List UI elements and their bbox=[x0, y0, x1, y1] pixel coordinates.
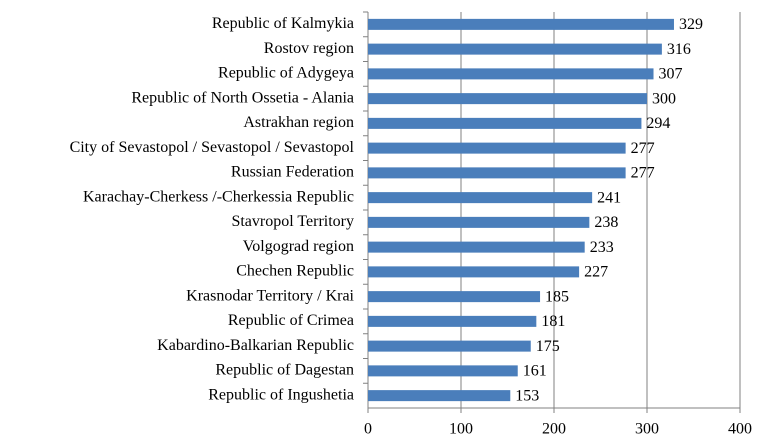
y-tick-label: Karachay-Cherkess /-Cherkessia Republic bbox=[83, 188, 354, 205]
y-tick-label: Russian Federation bbox=[231, 164, 354, 181]
bar bbox=[368, 340, 531, 352]
bar bbox=[368, 68, 654, 80]
data-label: 175 bbox=[536, 338, 560, 355]
data-label: 329 bbox=[679, 16, 703, 33]
x-tick-label: 300 bbox=[635, 421, 659, 438]
y-tick-label: Republic of Ingushetia bbox=[208, 386, 354, 403]
bar bbox=[368, 241, 585, 253]
data-label: 241 bbox=[597, 189, 621, 206]
bar bbox=[368, 192, 593, 204]
data-label: 233 bbox=[590, 239, 614, 256]
x-tick-label: 0 bbox=[364, 421, 372, 438]
data-label: 277 bbox=[631, 165, 655, 182]
bar bbox=[368, 43, 662, 55]
bar bbox=[368, 18, 674, 30]
data-label: 153 bbox=[515, 387, 539, 404]
y-tick-label: Stavropol Territory bbox=[231, 213, 354, 230]
y-tick-label: Volgograd region bbox=[243, 238, 354, 255]
bar bbox=[368, 167, 626, 179]
data-label: 181 bbox=[541, 313, 565, 330]
bar bbox=[368, 315, 537, 327]
y-tick-label: Republic of Kalmykia bbox=[212, 15, 354, 32]
bar bbox=[368, 365, 518, 377]
y-tick-label: Republic of Adygeya bbox=[218, 65, 354, 82]
bar bbox=[368, 390, 511, 402]
x-tick-label: 100 bbox=[449, 421, 473, 438]
data-label: 185 bbox=[545, 288, 569, 305]
bar bbox=[368, 117, 642, 129]
bar bbox=[368, 93, 647, 105]
y-tick-label: Republic of Dagestan bbox=[215, 362, 354, 379]
y-tick-label: Kabardino-Balkarian Republic bbox=[157, 337, 354, 354]
data-label: 307 bbox=[659, 66, 683, 83]
data-label: 238 bbox=[594, 214, 618, 231]
data-label: 316 bbox=[667, 41, 691, 58]
x-tick-label: 400 bbox=[728, 421, 752, 438]
y-tick-label: Astrakhan region bbox=[243, 114, 354, 131]
bar bbox=[368, 291, 541, 303]
y-tick-label: Rostov region bbox=[264, 40, 354, 57]
bar bbox=[368, 216, 590, 228]
data-label: 300 bbox=[652, 90, 676, 107]
y-tick-label: Republic of North Ossetia - Alania bbox=[131, 89, 354, 106]
y-tick-label: Republic of Crimea bbox=[228, 312, 354, 329]
bar bbox=[368, 266, 580, 278]
bar bbox=[368, 142, 626, 154]
data-label: 277 bbox=[631, 140, 655, 157]
y-tick-label: Chechen Republic bbox=[236, 263, 354, 280]
data-label: 161 bbox=[523, 363, 547, 380]
y-tick-label: City of Sevastopol / Sevastopol / Sevast… bbox=[70, 139, 355, 156]
y-tick-label: Krasnodar Territory / Krai bbox=[186, 287, 354, 304]
data-label: 294 bbox=[646, 115, 670, 132]
data-label: 227 bbox=[584, 264, 608, 281]
x-tick-label: 200 bbox=[542, 421, 566, 438]
